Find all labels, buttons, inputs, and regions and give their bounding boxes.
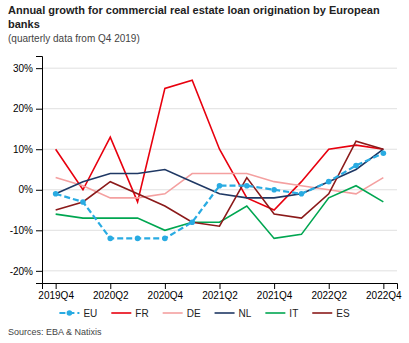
y-axis: -20% -10% 0% 10% 20% 30% xyxy=(10,57,43,284)
x-axis-line xyxy=(43,284,398,290)
y-axis-line xyxy=(36,57,43,284)
series-line xyxy=(56,80,384,210)
y-tick-mark xyxy=(36,190,42,191)
plot-area xyxy=(53,80,386,241)
y-tick: 10% xyxy=(13,144,42,155)
y-tick-label: 10% xyxy=(13,144,33,155)
x-tick-mark xyxy=(56,283,57,289)
series-marker xyxy=(271,187,277,193)
grid-line xyxy=(42,270,397,271)
x-tick-label: 2022Q4 xyxy=(366,290,402,301)
y-tick: 0% xyxy=(19,184,42,195)
series-marker xyxy=(80,199,86,205)
x-tick-label: 2021Q4 xyxy=(257,290,293,301)
x-axis: 2019Q4 2020Q2 2020Q4 2021Q2 2021Q4 2022Q2 2022… xyxy=(38,283,402,301)
y-tick-mark xyxy=(36,230,42,231)
legend-swatch xyxy=(111,312,131,314)
series-marker xyxy=(217,183,223,189)
series-marker xyxy=(299,191,305,197)
legend-item: NL xyxy=(215,308,252,319)
series-marker xyxy=(353,163,359,169)
series-line xyxy=(56,153,384,238)
y-tick-label: -20% xyxy=(10,266,33,277)
legend-label: NL xyxy=(239,308,252,319)
subtitle: (quarterly data from Q4 2019) xyxy=(8,33,140,44)
x-tick-label: 2020Q2 xyxy=(93,290,129,301)
y-tick-label: 20% xyxy=(13,103,33,114)
series-marker xyxy=(381,150,387,156)
y-tick: -10% xyxy=(10,225,42,236)
x-tick-label: 2022Q2 xyxy=(311,290,347,301)
y-tick: 30% xyxy=(13,63,42,74)
series-marker xyxy=(53,191,59,197)
title-line: Annual growth for commercial real estate… xyxy=(8,4,380,16)
legend-item: FR xyxy=(111,308,148,319)
legend-label: ES xyxy=(336,308,350,319)
series-marker xyxy=(244,183,250,189)
x-tick-label: 2020Q4 xyxy=(148,290,184,301)
y-tick: -20% xyxy=(10,266,42,277)
series-marker xyxy=(326,179,332,185)
x-tick: 2021Q4 xyxy=(257,283,293,301)
chart: Annual growth for commercial real estate… xyxy=(0,0,409,343)
series-line xyxy=(56,141,384,226)
legend-swatch xyxy=(215,312,235,314)
x-tick: 2022Q4 xyxy=(366,283,402,301)
legend-item: EU xyxy=(59,308,97,319)
series-line xyxy=(56,149,384,198)
grid-line xyxy=(42,230,397,231)
series-marker xyxy=(107,236,113,242)
legend: EU FR DE NL IT ES xyxy=(59,308,350,319)
legend-label: DE xyxy=(187,308,201,319)
legend-item: IT xyxy=(265,308,298,319)
legend-label: IT xyxy=(289,308,298,319)
legend-swatch xyxy=(312,312,332,314)
x-tick-mark xyxy=(110,283,111,289)
y-tick-label: 30% xyxy=(13,63,33,74)
x-tick: 2019Q4 xyxy=(38,283,74,301)
legend-label: FR xyxy=(135,308,148,319)
y-tick-mark xyxy=(36,149,42,150)
y-tick-label: -10% xyxy=(10,225,33,236)
y-tick-label: 0% xyxy=(19,184,34,195)
legend-swatch xyxy=(265,312,285,314)
x-tick-label: 2019Q4 xyxy=(38,290,74,301)
x-tick: 2021Q2 xyxy=(202,283,238,301)
title-line: banks xyxy=(8,18,40,30)
y-tick-mark xyxy=(36,271,42,272)
x-tick-mark xyxy=(383,283,384,289)
x-tick: 2020Q2 xyxy=(93,283,129,301)
legend-swatch xyxy=(163,312,183,314)
grid xyxy=(42,68,397,271)
x-tick-mark xyxy=(329,283,330,289)
grid-line xyxy=(42,189,397,190)
x-tick: 2022Q2 xyxy=(311,283,347,301)
series-marker xyxy=(135,236,141,242)
x-tick-label: 2021Q2 xyxy=(202,290,238,301)
x-tick: 2020Q4 xyxy=(148,283,184,301)
x-tick-mark xyxy=(165,283,166,289)
source: Sources: EBA & Natixis xyxy=(8,327,102,337)
x-tick-mark xyxy=(220,283,221,289)
legend-item: DE xyxy=(163,308,201,319)
legend-label: EU xyxy=(83,308,97,319)
grid-line xyxy=(42,108,397,109)
y-tick-mark xyxy=(36,109,42,110)
x-tick-mark xyxy=(274,283,275,289)
y-tick: 20% xyxy=(13,103,42,114)
y-tick-mark xyxy=(36,68,42,69)
legend-item: ES xyxy=(312,308,350,319)
legend-marker xyxy=(67,310,73,316)
series-marker xyxy=(189,219,195,225)
series-marker xyxy=(162,236,168,242)
grid-line xyxy=(42,68,397,69)
title: Annual growth for commercial real estate… xyxy=(8,4,380,30)
